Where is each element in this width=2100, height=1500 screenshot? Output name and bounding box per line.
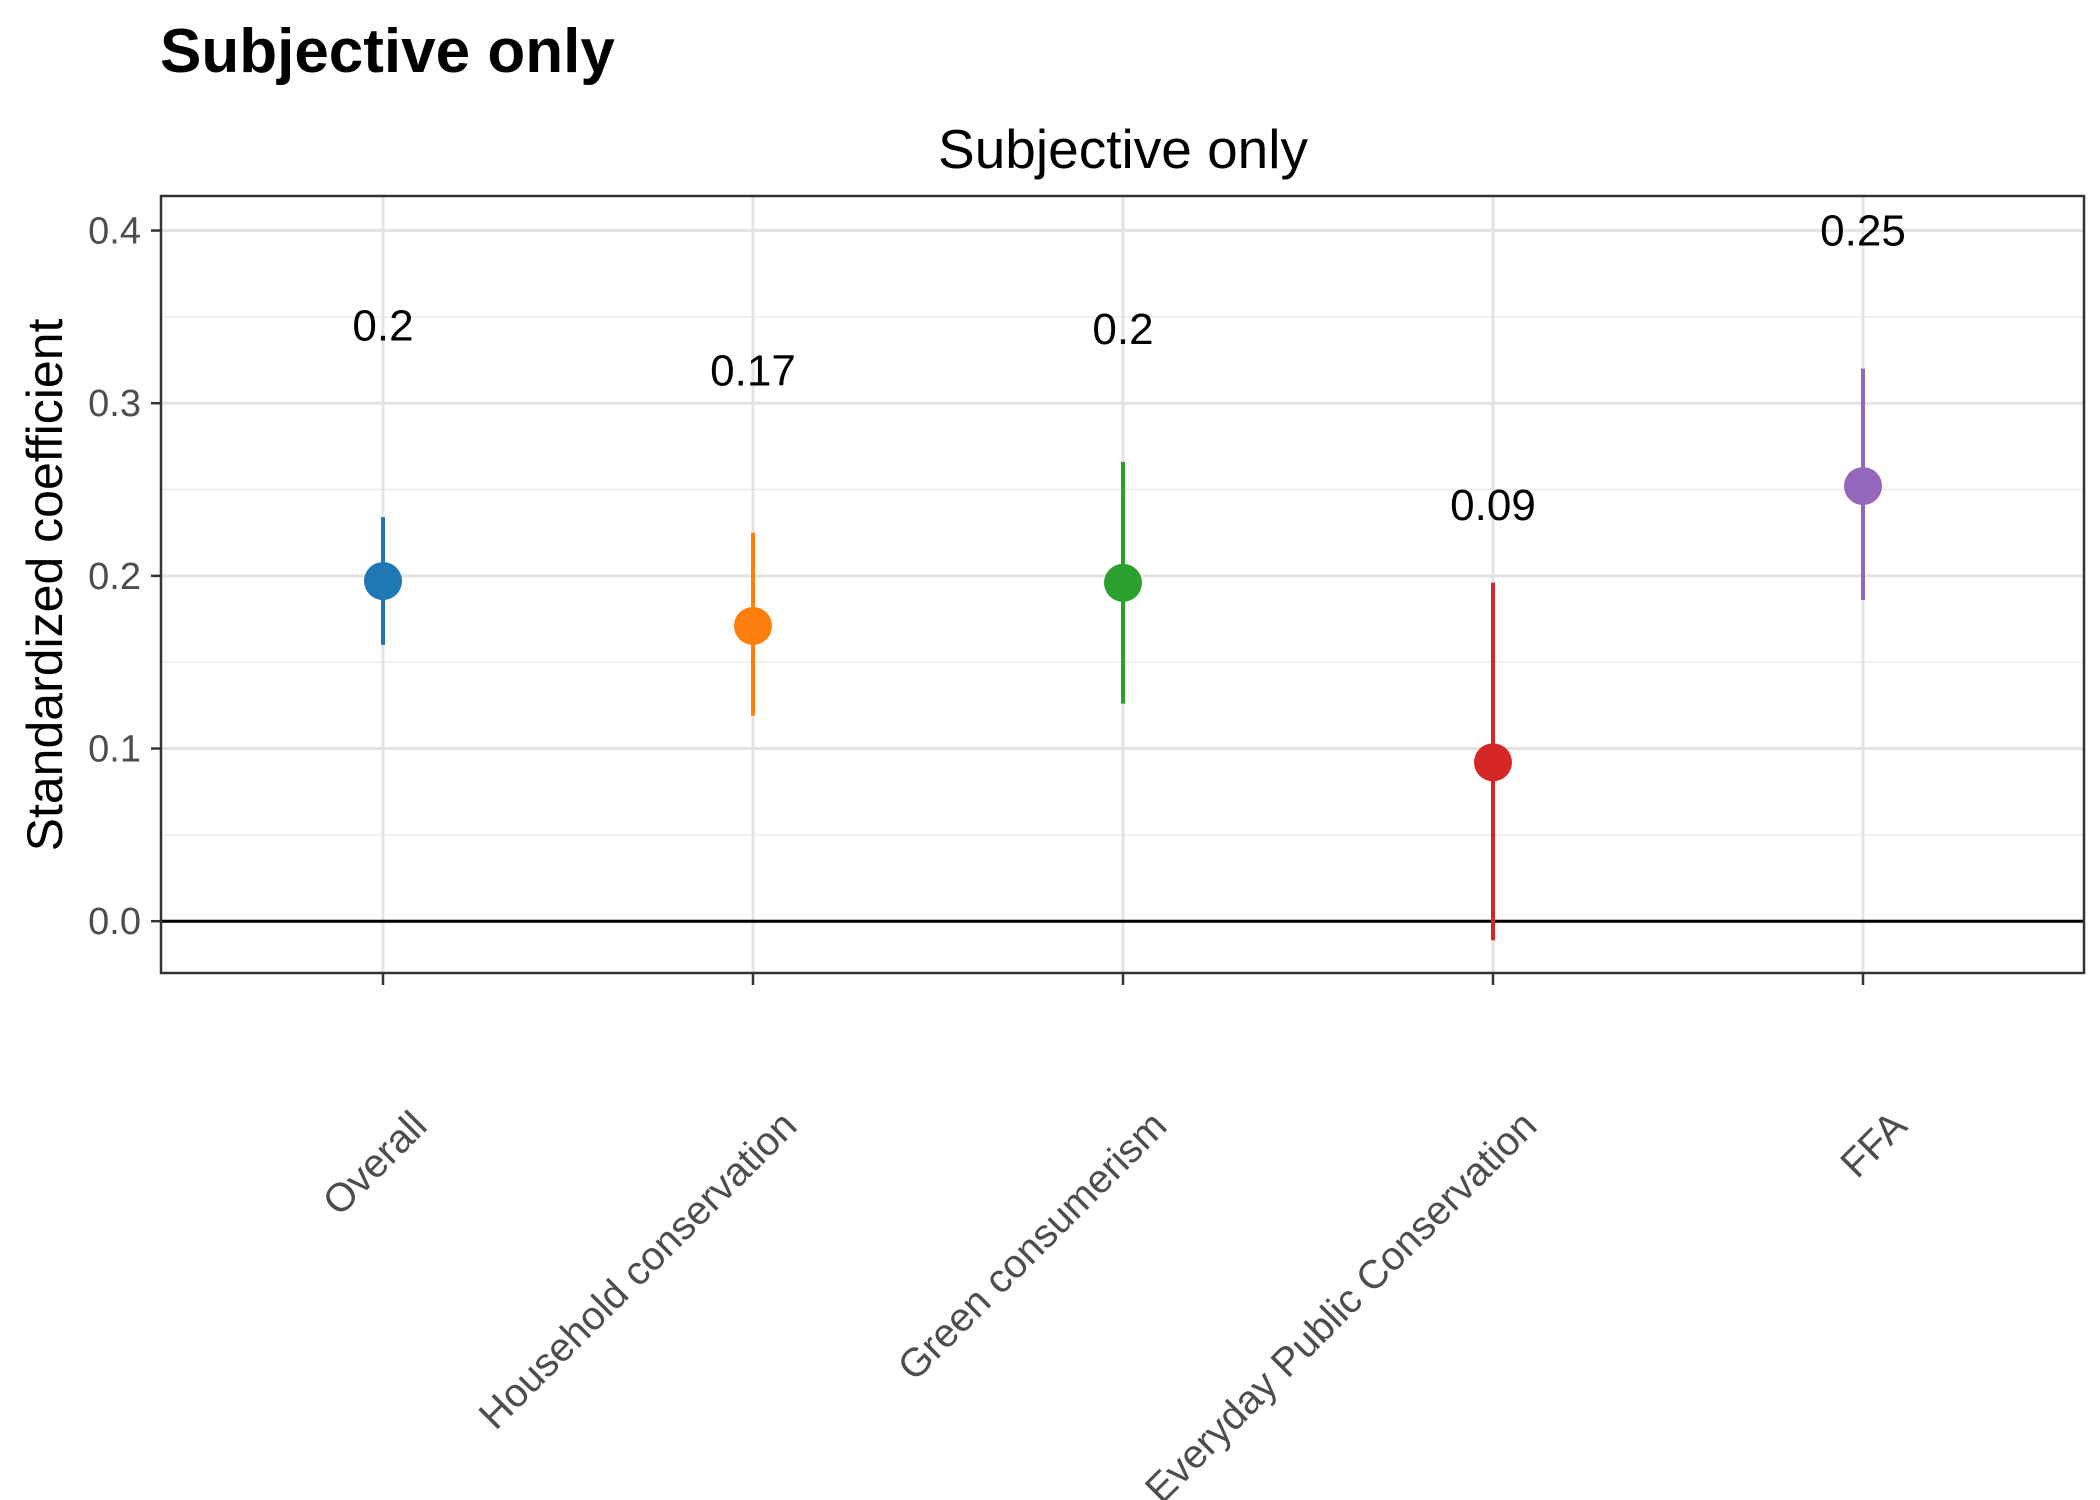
y-tick-label: 0.2 [88, 556, 141, 598]
data-label: 0.25 [1820, 207, 1906, 256]
data-label: 0.2 [1092, 305, 1153, 354]
data-point [1474, 743, 1512, 782]
data-point [734, 606, 772, 645]
y-axis: 0.0 0.1 0.2 0.3 0.4 [88, 211, 161, 943]
y-tick-label: 0.4 [88, 211, 141, 253]
x-tick-label: Overall [315, 1103, 436, 1224]
y-tick-label: 0.1 [88, 729, 141, 771]
facet-strip-title: Subjective only [938, 118, 1308, 180]
x-axis: Overall Household conservation Green consu… [315, 973, 1916, 1500]
chart-title: Subjective only [160, 17, 615, 86]
data-label: 0.2 [352, 302, 413, 351]
y-tick-label: 0.0 [88, 901, 141, 943]
data-points [364, 467, 1882, 782]
data-label: 0.17 [710, 346, 796, 395]
x-tick-label: Green consumerism [890, 1103, 1176, 1389]
y-tick-label: 0.3 [88, 383, 141, 425]
data-point [364, 562, 402, 601]
x-tick-label: FFA [1832, 1103, 1915, 1186]
data-point [1844, 467, 1882, 506]
data-point [1104, 563, 1142, 602]
y-axis-label: Standardized coefficient [17, 319, 73, 852]
data-label: 0.09 [1450, 481, 1536, 530]
x-tick-label: Household conservation [471, 1103, 806, 1438]
data-labels: 0.2 0.17 0.2 0.09 0.25 [352, 207, 1905, 531]
x-tick-label: Everyday Public Conservation [1137, 1103, 1545, 1500]
